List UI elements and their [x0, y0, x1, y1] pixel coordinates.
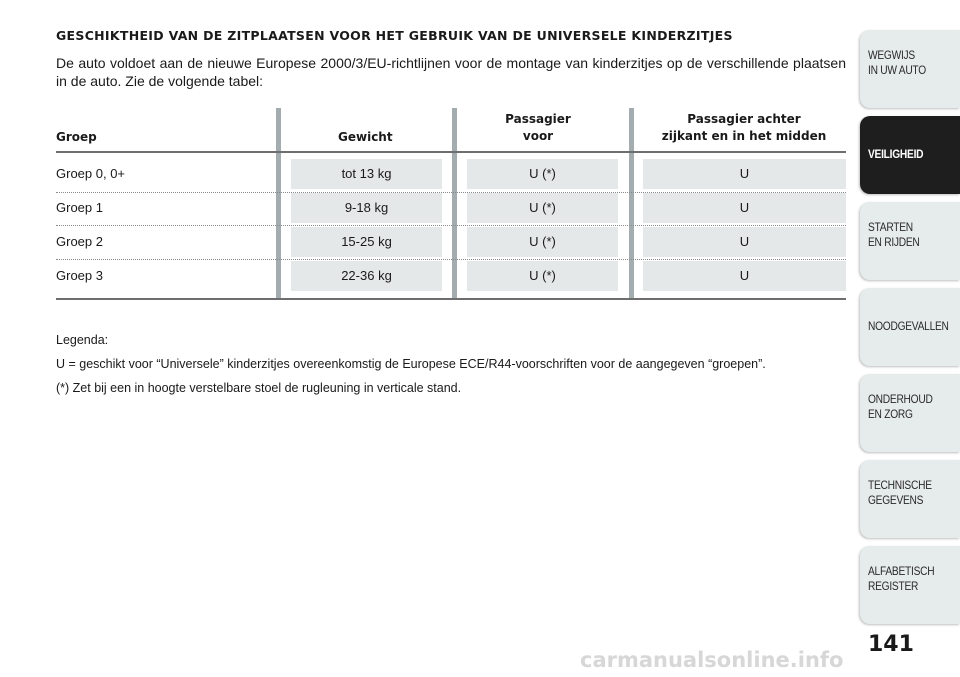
row-divider — [56, 259, 846, 260]
cell-bg — [643, 261, 846, 291]
cell-voor: U (*) — [529, 234, 556, 249]
cell-voor: U (*) — [529, 166, 556, 181]
side-tab-label: TECHNISCHE GEGEVENS — [868, 478, 932, 507]
cell-achter: U — [739, 166, 750, 181]
legend: Legenda: U = geschikt voor “Universele” … — [56, 328, 846, 400]
side-tab-label: ALFABETISCH REGISTER — [868, 564, 935, 593]
cell-achter: U — [739, 234, 750, 249]
cell-groep: Groep 0, 0+ — [56, 166, 126, 181]
intro-paragraph: De auto voldoet aan de nieuwe Europese 2… — [56, 55, 846, 89]
cell-bg — [467, 227, 618, 257]
cell-groep: Groep 2 — [56, 234, 103, 249]
cell-gewicht: tot 13 kg — [341, 166, 392, 181]
header-voor-line1: Passagier — [505, 112, 571, 126]
side-tab-label: WEGWIJS IN UW AUTO — [868, 48, 926, 77]
watermark: carmanualsonline.info — [580, 648, 844, 672]
child-seat-table: Groep Gewicht Passagier voor Passagier a… — [56, 108, 846, 300]
cell-voor: U (*) — [529, 268, 556, 283]
cell-achter: U — [739, 268, 750, 283]
cell-groep: Groep 3 — [56, 268, 103, 283]
cell-bg — [291, 159, 442, 189]
side-tab-wegwijs[interactable]: WEGWIJS IN UW AUTO — [860, 30, 960, 108]
page-number: 141 — [868, 632, 914, 657]
legend-title: Legenda: — [56, 333, 109, 347]
header-gewicht: Gewicht — [338, 130, 393, 144]
cell-groep: Groep 1 — [56, 200, 103, 215]
header-achter-line1: Passagier achter — [687, 112, 801, 126]
section-heading: GESCHIKTHEID VAN DE ZITPLAATSEN VOOR HET… — [56, 28, 733, 43]
side-tab-starten[interactable]: STARTEN EN RIJDEN — [860, 202, 960, 280]
legend-line-asterisk: (*) Zet bij een in hoogte verstelbare st… — [56, 381, 462, 395]
cell-gewicht: 9-18 kg — [344, 200, 389, 215]
side-tab-label: ONDERHOUD EN ZORG — [868, 392, 933, 421]
row-divider — [56, 192, 846, 193]
side-tab-alfabetisch[interactable]: ALFABETISCH REGISTER — [860, 546, 960, 624]
cell-bg — [467, 193, 618, 223]
cell-gewicht: 22-36 kg — [341, 268, 392, 283]
column-separator — [452, 108, 457, 300]
cell-bg — [291, 193, 442, 223]
side-tab-technische[interactable]: TECHNISCHE GEGEVENS — [860, 460, 960, 538]
cell-bg — [643, 159, 846, 189]
cell-voor: U (*) — [529, 200, 556, 215]
cell-bg — [643, 227, 846, 257]
row-divider — [56, 225, 846, 226]
header-achter-line2: zijkant en in het midden — [661, 129, 827, 143]
side-tab-label: VEILIGHEID — [868, 147, 924, 161]
legend-line-u: U = geschikt voor “Universele” kinderzit… — [56, 357, 766, 371]
column-separator — [629, 108, 634, 300]
cell-bg — [467, 159, 618, 189]
side-tab-label: STARTEN EN RIJDEN — [868, 220, 920, 249]
cell-gewicht: 15-25 kg — [341, 234, 392, 249]
header-rule — [56, 151, 846, 153]
header-groep: Groep — [56, 130, 97, 144]
side-tab-noodgevallen[interactable]: NOODGEVALLEN — [860, 288, 960, 366]
side-tab-label: NOODGEVALLEN — [868, 319, 949, 333]
column-separator — [276, 108, 281, 300]
header-voor-line2: voor — [522, 129, 554, 143]
cell-bg — [467, 261, 618, 291]
table-bottom-rule — [56, 298, 846, 300]
cell-bg — [291, 261, 442, 291]
side-tab-onderhoud[interactable]: ONDERHOUD EN ZORG — [860, 374, 960, 452]
side-tab-veiligheid[interactable]: VEILIGHEID — [860, 116, 960, 194]
cell-achter: U — [739, 200, 750, 215]
cell-bg — [291, 227, 442, 257]
cell-bg — [643, 193, 846, 223]
